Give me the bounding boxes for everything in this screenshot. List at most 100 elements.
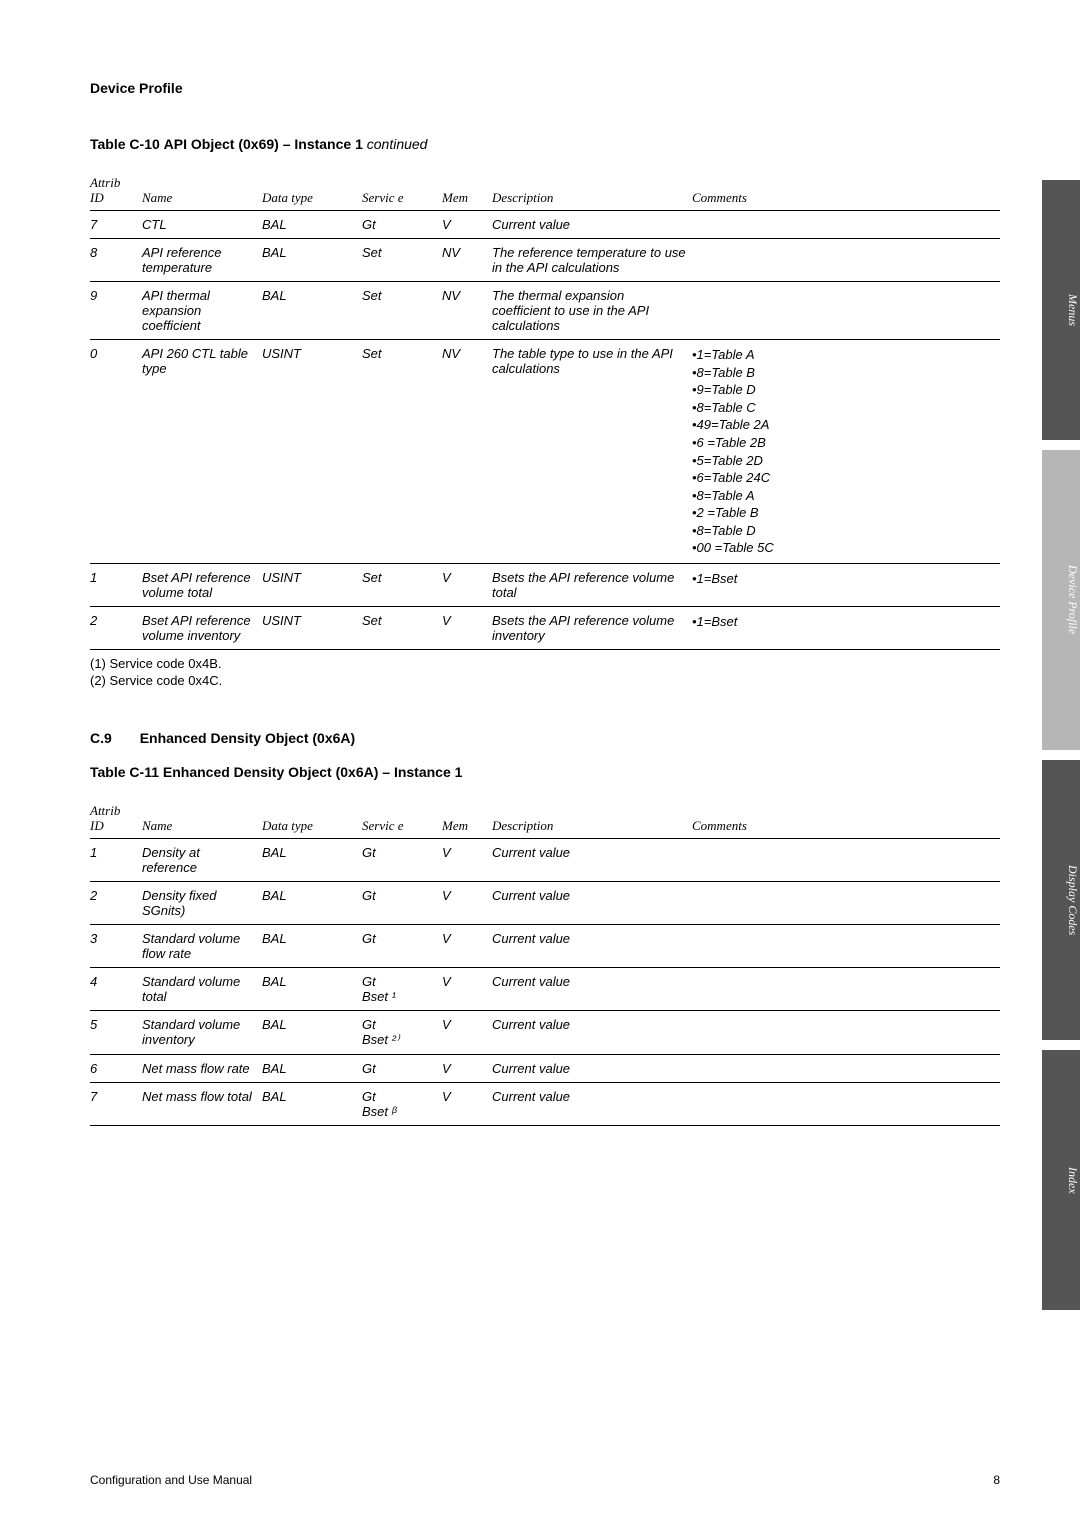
table-row: 4Standard volume totalBALGtBset ¹VCurren…	[90, 967, 1000, 1010]
cell: Current value	[492, 924, 692, 967]
cell: Gt	[362, 1054, 442, 1082]
col-desc: Description	[492, 172, 692, 211]
cell: Current value	[492, 211, 692, 239]
cell: Set	[362, 239, 442, 282]
col-id: AttribID	[90, 172, 142, 211]
comment-line: •49=Table 2A	[692, 416, 994, 434]
cell: 2	[90, 881, 142, 924]
cell: Current value	[492, 881, 692, 924]
cell: 3	[90, 924, 142, 967]
cell: BAL	[262, 1082, 362, 1125]
table-c11-caption: Table C-11 Enhanced Density Object (0x6A…	[90, 764, 1000, 780]
cell: V	[442, 563, 492, 606]
cell: Current value	[492, 838, 692, 881]
comment-line: •5=Table 2D	[692, 452, 994, 470]
cell: NV	[442, 282, 492, 340]
table-header-row: AttribID Name Data type Servic e Mem Des…	[90, 172, 1000, 211]
caption-title: Enhanced Density Object (0x6A) – Instanc…	[163, 764, 463, 780]
cell: 1	[90, 838, 142, 881]
section-num: C.9	[90, 730, 112, 746]
section-header: Device Profile	[90, 80, 1000, 96]
cell: Standard volume inventory	[142, 1010, 262, 1054]
table-c10-footnotes: (1) Service code 0x4B.(2) Service code 0…	[90, 656, 1000, 690]
cell: V	[442, 606, 492, 649]
cell: 9	[90, 282, 142, 340]
cell: The reference temperature to use in the …	[492, 239, 692, 282]
col-service: Servic e	[362, 172, 442, 211]
cell: API reference temperature	[142, 239, 262, 282]
comment-line: •8=Table A	[692, 487, 994, 505]
table-row: 9API thermal expansion coefficientBALSet…	[90, 282, 1000, 340]
table-row: 5Standard volume inventoryBALGtBset ²⁾VC…	[90, 1010, 1000, 1054]
cell: 4	[90, 967, 142, 1010]
cell: BAL	[262, 1054, 362, 1082]
caption-title: API Object (0x69) – Instance 1	[164, 136, 363, 152]
cell: GtBset ᵝ	[362, 1082, 442, 1125]
cell: Set	[362, 563, 442, 606]
cell: 8	[90, 239, 142, 282]
cell: Set	[362, 282, 442, 340]
col-mem: Mem	[442, 800, 492, 839]
cell: BAL	[262, 239, 362, 282]
cell: 7	[90, 1082, 142, 1125]
table-row: 6Net mass flow rateBALGtVCurrent value	[90, 1054, 1000, 1082]
cell-comments	[692, 239, 1000, 282]
cell	[692, 1054, 1000, 1082]
footer-left: Configuration and Use Manual	[90, 1473, 252, 1487]
cell: Set	[362, 606, 442, 649]
cell: Set	[362, 340, 442, 564]
cell	[692, 881, 1000, 924]
cell: 1	[90, 563, 142, 606]
table-row: 0API 260 CTL table typeUSINTSetNVThe tab…	[90, 340, 1000, 564]
cell: USINT	[262, 340, 362, 564]
cell	[692, 924, 1000, 967]
table-c10: AttribID Name Data type Servic e Mem Des…	[90, 172, 1000, 650]
cell: V	[442, 838, 492, 881]
caption-num: Table C-10	[90, 136, 160, 152]
comment-line: •8=Table C	[692, 399, 994, 417]
cell: API 260 CTL table type	[142, 340, 262, 564]
cell: 2	[90, 606, 142, 649]
cell: API thermal expansion coefficient	[142, 282, 262, 340]
col-comments: Comments	[692, 800, 1000, 839]
comment-line: •6 =Table 2B	[692, 434, 994, 452]
cell: Net mass flow total	[142, 1082, 262, 1125]
comment-line: •8=Table D	[692, 522, 994, 540]
footnote: (2) Service code 0x4C.	[90, 673, 1000, 690]
page-content: Device Profile Table C-10 API Object (0x…	[0, 0, 1080, 1527]
cell: BAL	[262, 924, 362, 967]
comment-line: •6=Table 24C	[692, 469, 994, 487]
comment-line: •2 =Table B	[692, 504, 994, 522]
cell: V	[442, 967, 492, 1010]
cell: Bset API reference volume inventory	[142, 606, 262, 649]
cell: USINT	[262, 563, 362, 606]
cell: Bsets the API reference volume total	[492, 563, 692, 606]
cell: Current value	[492, 1010, 692, 1054]
comment-line: •1=Table A	[692, 346, 994, 364]
cell: 7	[90, 211, 142, 239]
cell: V	[442, 1010, 492, 1054]
cell: Current value	[492, 1054, 692, 1082]
cell: V	[442, 211, 492, 239]
col-dtype: Data type	[262, 172, 362, 211]
cell	[692, 1010, 1000, 1054]
table-row: 7CTLBALGtVCurrent value	[90, 211, 1000, 239]
table-header-row: AttribID Name Data type Servic e Mem Des…	[90, 800, 1000, 839]
cell: Current value	[492, 967, 692, 1010]
cell: BAL	[262, 1010, 362, 1054]
cell: 6	[90, 1054, 142, 1082]
comment-line: •1=Bset	[692, 613, 994, 631]
cell: Gt	[362, 838, 442, 881]
cell: Current value	[492, 1082, 692, 1125]
cell-comments: •1=Bset	[692, 563, 1000, 606]
table-row: 1Bset API reference volume totalUSINTSet…	[90, 563, 1000, 606]
col-name: Name	[142, 800, 262, 839]
cell: 5	[90, 1010, 142, 1054]
cell: Gt	[362, 924, 442, 967]
cell-comments	[692, 282, 1000, 340]
cell: Gt	[362, 211, 442, 239]
cell: V	[442, 1082, 492, 1125]
footnote: (1) Service code 0x4B.	[90, 656, 1000, 673]
cell: GtBset ²⁾	[362, 1010, 442, 1054]
col-desc: Description	[492, 800, 692, 839]
